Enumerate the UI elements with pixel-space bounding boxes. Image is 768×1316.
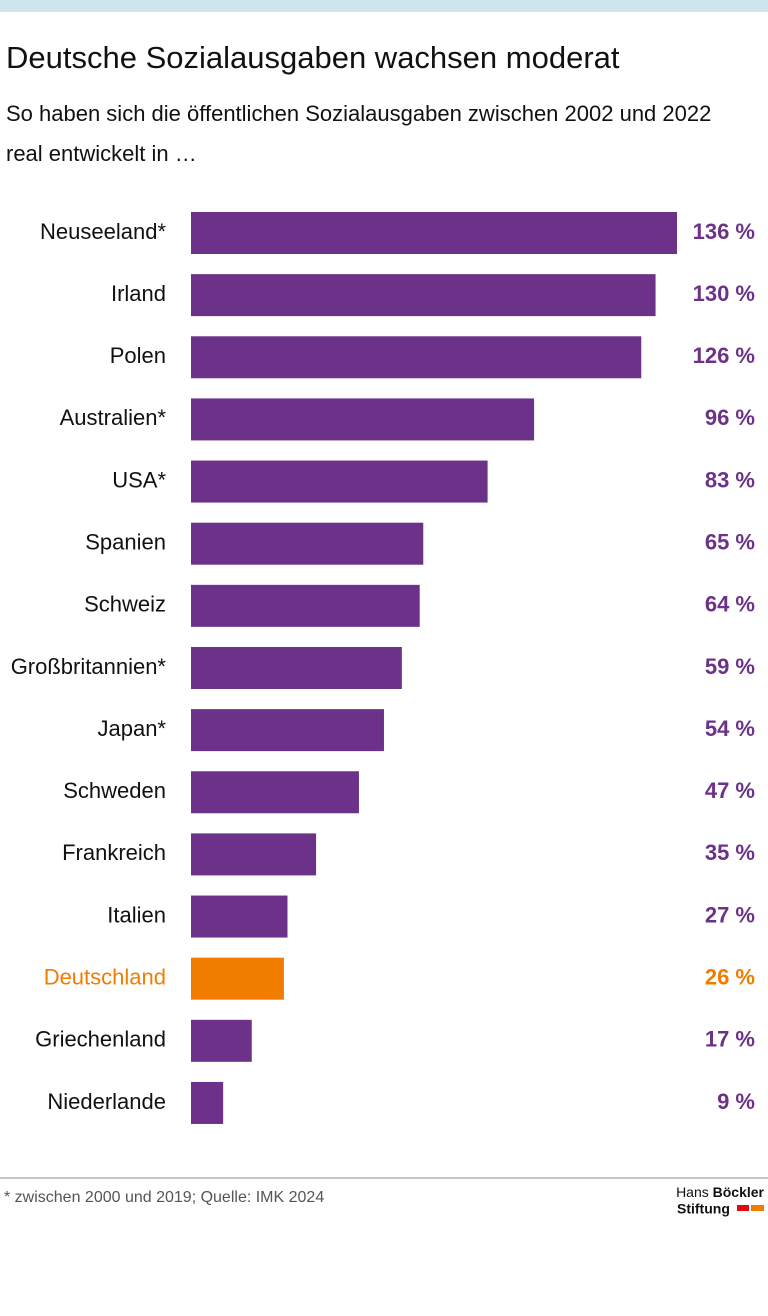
logo-line2: Stiftung — [677, 1201, 730, 1217]
value-label: 65 % — [705, 530, 755, 555]
category-label: Italien — [107, 902, 166, 927]
bar — [191, 274, 656, 317]
bar — [191, 336, 642, 379]
category-label: Griechenland — [35, 1027, 166, 1052]
value-label: 47 % — [705, 778, 755, 803]
value-label: 136 % — [693, 219, 755, 244]
bar — [191, 1019, 252, 1062]
footnote: * zwischen 2000 und 2019; Quelle: IMK 20… — [4, 1189, 324, 1206]
category-label: Deutschland — [44, 964, 166, 989]
value-label: 126 % — [693, 343, 755, 368]
category-label: Niederlande — [47, 1089, 166, 1114]
bar — [191, 646, 402, 689]
category-label: Spanien — [85, 530, 166, 555]
bar — [191, 895, 288, 938]
category-label: Schweden — [63, 778, 166, 803]
bar — [191, 398, 535, 441]
logo-mark — [751, 1205, 764, 1211]
logo-mark — [737, 1205, 749, 1211]
category-label: USA* — [112, 467, 166, 492]
bar — [191, 1081, 224, 1124]
value-label: 54 % — [705, 716, 755, 741]
bar — [191, 460, 488, 503]
category-label: Neuseeland* — [40, 219, 166, 244]
bar — [191, 957, 284, 1000]
logo-text: Hans — [676, 1184, 709, 1200]
category-label: Polen — [110, 343, 166, 368]
chart-title: Deutsche Sozialausgaben wachsen moderat — [6, 40, 620, 75]
value-label: 83 % — [705, 467, 755, 492]
bar — [191, 212, 677, 254]
value-label: 17 % — [705, 1027, 755, 1052]
value-label: 59 % — [705, 654, 755, 679]
value-label: 96 % — [705, 405, 755, 430]
value-label: 35 % — [705, 840, 755, 865]
category-label: Irland — [111, 281, 166, 306]
category-label: Frankreich — [62, 840, 166, 865]
value-label: 26 % — [705, 964, 755, 989]
chart-subtitle: So haben sich die öffentlichen Sozialaus… — [6, 101, 712, 166]
bar — [191, 522, 424, 565]
value-label: 64 % — [705, 592, 755, 617]
category-label: Großbritannien* — [11, 654, 167, 679]
value-label: 130 % — [693, 281, 755, 306]
bar — [191, 833, 317, 876]
top-bar — [0, 0, 768, 12]
category-label: Japan* — [97, 716, 166, 741]
category-label: Schweiz — [84, 592, 166, 617]
category-label: Australien* — [60, 405, 167, 430]
bar — [191, 709, 384, 752]
bar — [191, 584, 420, 627]
bar — [191, 771, 359, 814]
value-label: 27 % — [705, 902, 755, 927]
logo-line1: Hans Böckler — [676, 1184, 764, 1200]
value-label: 9 % — [717, 1089, 755, 1114]
logo-text: Böckler — [713, 1184, 765, 1200]
